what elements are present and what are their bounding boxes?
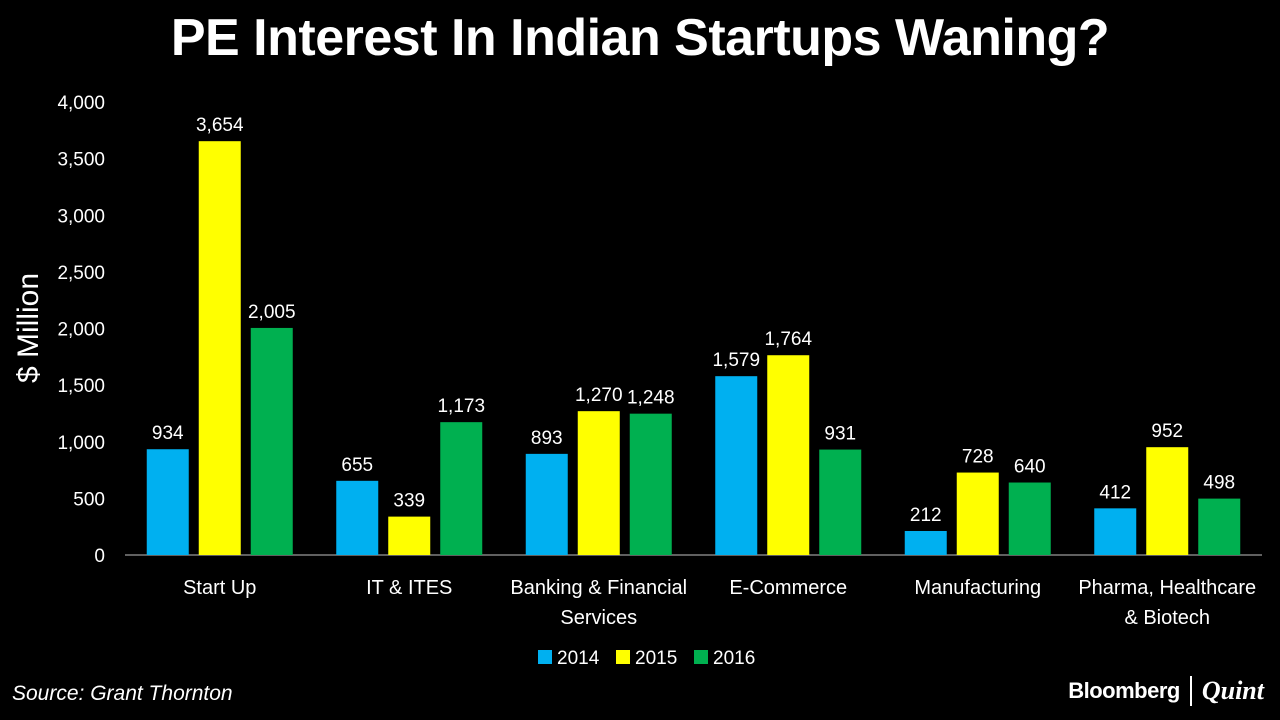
data-label-2016: 498 (1203, 473, 1235, 494)
bar-2015 (577, 411, 620, 555)
y-tick-label: 0 (94, 546, 105, 567)
y-tick-label: 1,000 (57, 433, 105, 454)
data-label-2016: 640 (1014, 457, 1046, 478)
data-label-2014: 934 (152, 423, 184, 444)
data-label-2014: 212 (910, 505, 942, 526)
y-tick-label: 500 (73, 489, 105, 510)
legend-label-2014: 2014 (557, 648, 600, 669)
brand-primary: Bloomberg (1068, 678, 1180, 703)
data-label-2016: 1,173 (437, 396, 485, 417)
x-tick-label: Services (560, 607, 637, 629)
legend-label-2016: 2016 (713, 648, 755, 669)
bar-2015 (956, 472, 999, 555)
x-tick-label: Start Up (183, 577, 256, 599)
data-label-2014: 1,579 (712, 350, 760, 371)
bar-2014 (904, 530, 947, 555)
data-label-2016: 2,005 (248, 302, 296, 323)
bar-2015 (198, 141, 241, 555)
brand-divider (1189, 676, 1192, 706)
x-tick-label: Manufacturing (914, 577, 1041, 599)
x-tick-label: E-Commerce (729, 577, 847, 599)
bar-2014 (1094, 508, 1137, 555)
x-tick-label: IT & ITES (366, 577, 452, 599)
data-label-2014: 893 (531, 428, 563, 449)
legend-swatch-2016 (694, 650, 708, 664)
y-tick-label: 2,000 (57, 320, 105, 341)
page-title: PE Interest In Indian Startups Waning? (170, 9, 1110, 67)
brand-secondary: Quint (1201, 676, 1264, 705)
data-label-2015: 728 (962, 447, 994, 468)
bar-2015 (767, 355, 810, 555)
legend-swatch-2014 (538, 650, 552, 664)
y-tick-label: 2,500 (57, 263, 105, 284)
y-tick-label: 4,000 (57, 93, 105, 114)
data-label-2016: 1,248 (627, 388, 675, 409)
x-tick-label: Pharma, Healthcare (1078, 577, 1256, 599)
bar-2014 (336, 480, 379, 555)
bar-2014 (715, 376, 758, 555)
bar-2016 (250, 327, 293, 555)
brand-logo: Bloomberg Quint (1068, 676, 1264, 706)
data-label-2014: 412 (1099, 482, 1131, 503)
bar-2016 (629, 413, 672, 555)
y-tick-label: 1,500 (57, 376, 105, 397)
source-note: Source: Grant Thornton (12, 682, 233, 705)
bar-2016 (819, 449, 862, 555)
legend-swatch-2015 (616, 650, 630, 664)
data-label-2016: 931 (824, 424, 856, 445)
bar-2014 (525, 453, 568, 555)
y-tick-label: 3,000 (57, 206, 105, 227)
bar-2015 (1146, 447, 1189, 555)
bar-2016 (440, 422, 483, 555)
data-label-2014: 655 (341, 455, 373, 476)
x-tick-label: & Biotech (1124, 607, 1210, 629)
bar-2016 (1008, 482, 1051, 555)
y-tick-label: 3,500 (57, 150, 105, 171)
data-label-2015: 952 (1151, 421, 1183, 442)
bar-2016 (1198, 498, 1241, 555)
y-axis-title: $ Million (12, 273, 45, 383)
data-label-2015: 3,654 (196, 115, 244, 136)
bar-2015 (388, 516, 431, 555)
x-tick-label: Banking & Financial (510, 577, 687, 599)
data-label-2015: 1,270 (575, 385, 623, 406)
data-label-2015: 339 (393, 491, 425, 512)
bar-2014 (146, 449, 189, 555)
legend-label-2015: 2015 (635, 648, 677, 669)
data-label-2015: 1,764 (764, 329, 812, 350)
